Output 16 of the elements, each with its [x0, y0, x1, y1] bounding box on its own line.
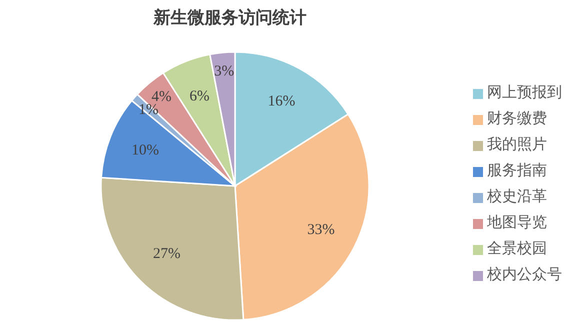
legend-label: 校史沿革	[487, 189, 547, 205]
data-label: 27%	[153, 246, 181, 262]
legend-label: 网上预报到	[487, 85, 562, 101]
data-label: 10%	[132, 142, 160, 158]
data-label: 6%	[189, 88, 210, 104]
legend-label: 我的照片	[487, 137, 547, 153]
chart-title: 新生微服务访问统计	[152, 7, 308, 29]
data-label: 33%	[307, 222, 335, 238]
legend-label: 地图导览	[487, 215, 547, 231]
data-label: 16%	[268, 93, 296, 110]
legend-label: 全景校园	[487, 241, 547, 257]
legend-label: 校内公众号	[487, 267, 562, 283]
legend-label: 财务缴费	[487, 111, 547, 127]
data-label: 4%	[152, 89, 172, 106]
legend-label: 服务指南	[487, 163, 547, 179]
data-label: 3%	[214, 63, 234, 80]
